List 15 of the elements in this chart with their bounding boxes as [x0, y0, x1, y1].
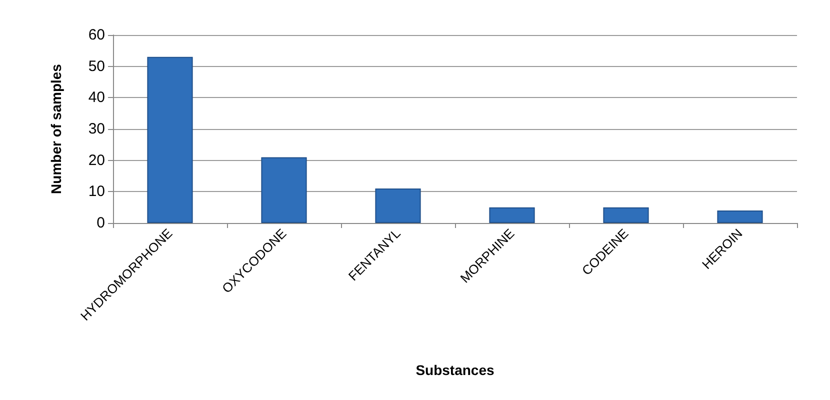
y-tick-label: 10 [88, 183, 105, 200]
y-tick-label: 40 [88, 89, 105, 106]
y-tick-label: 0 [96, 214, 105, 232]
bar [375, 188, 421, 223]
y-axis-title: Number of samples [48, 64, 64, 194]
y-tick-label: 50 [88, 58, 105, 75]
bar [489, 207, 535, 223]
y-tick-label: 20 [88, 152, 105, 169]
bar [147, 56, 193, 223]
y-tick-label: 60 [88, 26, 105, 44]
x-axis-title: Substances [416, 362, 495, 378]
bar [261, 157, 307, 223]
bar [717, 210, 763, 223]
y-tick-label: 30 [88, 120, 105, 138]
bar [603, 207, 649, 223]
